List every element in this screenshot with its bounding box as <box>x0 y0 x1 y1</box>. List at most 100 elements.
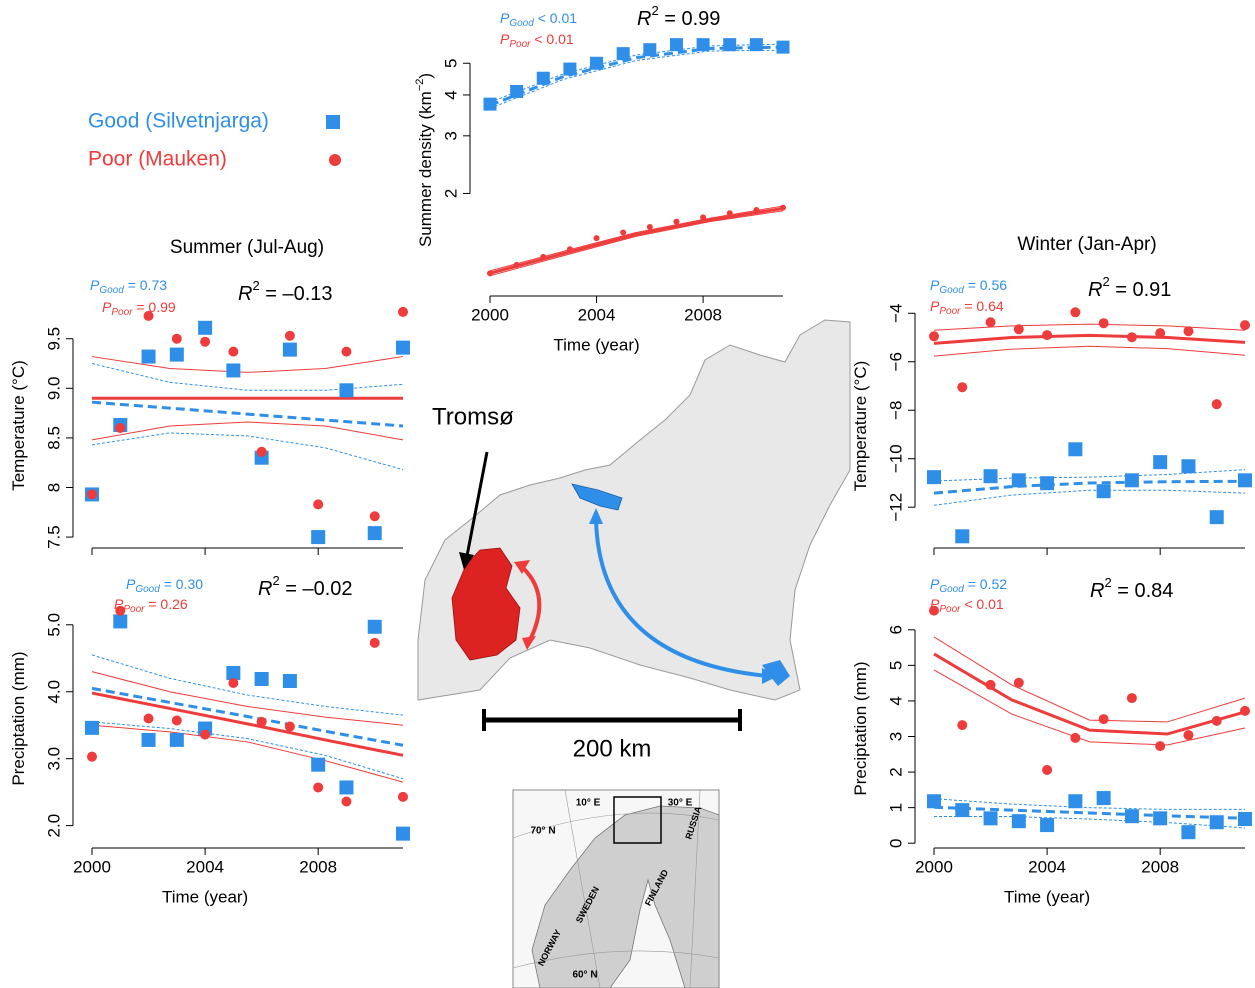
point <box>339 383 353 397</box>
annotation-symbol: R <box>258 578 272 600</box>
point <box>984 469 998 483</box>
annotation-sup: 2 <box>651 3 658 18</box>
point <box>283 674 297 688</box>
chart-panel: 2000200420082.03.04.05.0Time (year)Preci… <box>9 573 410 906</box>
annotation-text: < 0.01 <box>530 31 573 47</box>
point <box>1012 814 1026 828</box>
point <box>226 666 240 680</box>
annotation: PPoor < 0.01 <box>500 31 574 50</box>
point <box>396 827 410 841</box>
y-tick-label: 0 <box>886 838 905 847</box>
annotation: R2 = 0.91 <box>1088 274 1171 301</box>
ci-lower <box>934 346 1245 356</box>
x-axis-label: Time (year) <box>162 887 248 906</box>
point <box>1155 328 1165 338</box>
map: Tromsø 200 km <box>418 320 850 762</box>
ci-lower <box>934 490 1245 505</box>
point <box>1040 476 1054 490</box>
point <box>1153 811 1167 825</box>
point <box>1238 812 1252 826</box>
point <box>697 38 710 51</box>
point <box>1125 809 1139 823</box>
y-tick-label: 1 <box>886 803 905 812</box>
annotation-text: = 0.64 <box>960 298 1003 314</box>
x-tick-label: 2004 <box>1028 857 1066 876</box>
point <box>142 733 156 747</box>
y-axis-label-text: Summer density (km <box>416 91 435 247</box>
y-tick-label: 9.0 <box>44 376 63 400</box>
y-tick-label: 6 <box>886 625 905 634</box>
point <box>228 347 238 357</box>
point <box>1070 307 1080 317</box>
y-axis-label-text: Temperature (°C) <box>9 360 28 491</box>
annotation: R2 = 0.84 <box>1090 575 1173 602</box>
point <box>929 606 939 616</box>
fit-line <box>92 688 403 745</box>
point <box>172 334 182 344</box>
annotation-sub: Poor <box>939 604 961 615</box>
x-axis-label: Time (year) <box>553 335 639 354</box>
point <box>1181 459 1195 473</box>
y-tick-label: −8 <box>886 401 905 420</box>
y-tick-label: −12 <box>886 493 905 522</box>
y-tick-label: 7.5 <box>44 525 63 549</box>
point <box>398 792 408 802</box>
point <box>1155 741 1165 751</box>
point <box>673 219 679 225</box>
point <box>1070 733 1080 743</box>
point <box>228 678 238 688</box>
annotation-sup: 2 <box>1102 274 1109 289</box>
point <box>285 722 295 732</box>
point <box>1042 330 1052 340</box>
y-tick-label: 5 <box>886 661 905 670</box>
annotation-text: = –0.02 <box>280 578 353 600</box>
point <box>510 85 523 98</box>
annotation: PGood = 0.30 <box>126 576 203 595</box>
y-axis-label-text: Preciptation (mm) <box>9 651 28 785</box>
point <box>750 38 763 51</box>
point <box>85 721 99 735</box>
annotation-sup: 2 <box>272 573 279 588</box>
annotation: R2 = –0.02 <box>258 573 353 600</box>
x-tick-label: 2004 <box>578 305 616 324</box>
ci-lower <box>934 817 1245 828</box>
point <box>144 714 154 724</box>
point <box>1014 678 1024 688</box>
point <box>1097 791 1111 805</box>
annotation-sup: 2 <box>252 278 259 293</box>
inset-label: 70° N <box>530 826 555 837</box>
point <box>984 811 998 825</box>
annotation-text: = 0.52 <box>964 576 1007 592</box>
point <box>1127 693 1137 703</box>
y-tick-label: 2 <box>441 189 460 198</box>
point <box>370 511 380 521</box>
point <box>567 246 573 252</box>
point <box>339 780 353 794</box>
annotation: PGood = 0.56 <box>930 277 1007 296</box>
point <box>1210 510 1224 524</box>
point <box>723 38 736 51</box>
point <box>368 620 382 634</box>
annotation-sub: Good <box>99 285 124 296</box>
point <box>514 262 520 268</box>
point <box>142 350 156 364</box>
annotation: R2 = –0.13 <box>238 278 333 305</box>
annotation-text: < 0.01 <box>534 10 577 26</box>
chart-panel: −12−10−8−6−4Temperature (°C)Winter (Jan-… <box>851 234 1252 555</box>
annotation-text: = 0.91 <box>1110 279 1172 301</box>
point <box>1068 794 1082 808</box>
annotation-text: = 0.84 <box>1112 580 1174 602</box>
annotation-symbol: R <box>637 8 651 30</box>
ci-lower <box>490 211 783 276</box>
ci-upper <box>934 637 1245 722</box>
point <box>1125 473 1139 487</box>
point <box>1012 473 1026 487</box>
ci-upper <box>934 470 1245 481</box>
y-tick-label: −10 <box>886 444 905 473</box>
y-tick-label: 3 <box>886 732 905 741</box>
point <box>285 331 295 341</box>
point <box>170 348 184 362</box>
legend-marker <box>329 154 341 166</box>
point <box>1240 706 1250 716</box>
point <box>670 38 683 51</box>
